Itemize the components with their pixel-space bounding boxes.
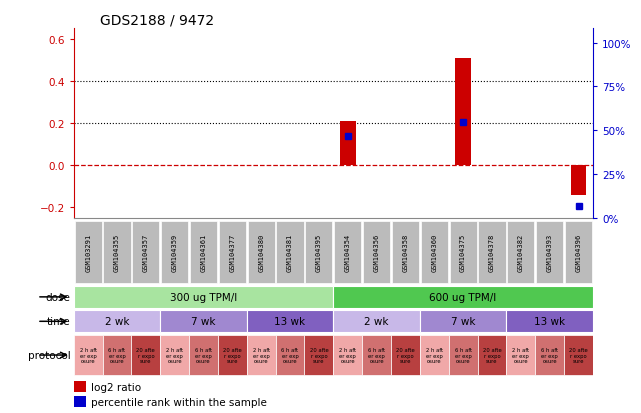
- Bar: [74, 286, 333, 308]
- Bar: [247, 222, 275, 283]
- Text: 2 h aft
er exp
osure: 2 h aft er exp osure: [426, 347, 443, 363]
- Text: GSM104357: GSM104357: [143, 233, 149, 272]
- Text: GSM104378: GSM104378: [489, 233, 495, 272]
- Text: GSM104361: GSM104361: [201, 233, 206, 272]
- Text: GSM104396: GSM104396: [576, 233, 581, 272]
- Text: 20 afte
r expo
sure: 20 afte r expo sure: [310, 347, 328, 363]
- Text: GSM104360: GSM104360: [431, 233, 437, 272]
- Text: 13 wk: 13 wk: [534, 316, 565, 327]
- Bar: [478, 222, 506, 283]
- Text: GSM104395: GSM104395: [316, 233, 322, 272]
- Bar: [478, 335, 506, 375]
- Text: 2 h aft
er exp
osure: 2 h aft er exp osure: [166, 347, 183, 363]
- Text: GSM104375: GSM104375: [460, 233, 466, 272]
- Text: 20 afte
r expo
sure: 20 afte r expo sure: [137, 347, 155, 363]
- Bar: [276, 335, 304, 375]
- Text: 2 h aft
er exp
osure: 2 h aft er exp osure: [512, 347, 529, 363]
- Text: GSM104393: GSM104393: [547, 233, 553, 272]
- Bar: [565, 222, 592, 283]
- Text: 2 h aft
er exp
osure: 2 h aft er exp osure: [339, 347, 356, 363]
- Text: percentile rank within the sample: percentile rank within the sample: [91, 397, 267, 407]
- Bar: [304, 335, 333, 375]
- Bar: [420, 222, 448, 283]
- Bar: [218, 335, 247, 375]
- Text: 6 h aft
er exp
osure: 6 h aft er exp osure: [368, 347, 385, 363]
- Bar: [74, 381, 86, 392]
- Text: 2 wk: 2 wk: [364, 316, 389, 327]
- Text: log2 ratio: log2 ratio: [91, 382, 141, 392]
- Bar: [305, 222, 333, 283]
- Bar: [340, 121, 356, 166]
- Bar: [570, 166, 587, 195]
- Bar: [420, 311, 506, 332]
- Text: 20 afte
r expo
sure: 20 afte r expo sure: [396, 347, 415, 363]
- Text: 20 afte
r expo
sure: 20 afte r expo sure: [223, 347, 242, 363]
- Text: 300 ug TPM/l: 300 ug TPM/l: [170, 292, 237, 302]
- Text: 2 wk: 2 wk: [104, 316, 129, 327]
- Bar: [420, 335, 449, 375]
- Text: time: time: [47, 316, 71, 327]
- Text: GSM103291: GSM103291: [85, 233, 91, 272]
- Bar: [455, 58, 471, 166]
- Bar: [160, 311, 247, 332]
- Text: GSM104380: GSM104380: [258, 233, 264, 272]
- Bar: [391, 335, 420, 375]
- Bar: [131, 335, 160, 375]
- Text: GSM104355: GSM104355: [114, 233, 120, 272]
- Bar: [161, 222, 188, 283]
- Bar: [535, 335, 564, 375]
- Bar: [333, 311, 420, 332]
- Bar: [363, 222, 390, 283]
- Bar: [247, 335, 276, 375]
- Bar: [333, 286, 593, 308]
- Text: 6 h aft
er exp
osure: 6 h aft er exp osure: [541, 347, 558, 363]
- Bar: [392, 222, 419, 283]
- Text: GSM104354: GSM104354: [345, 233, 351, 272]
- Bar: [74, 311, 160, 332]
- Bar: [190, 222, 217, 283]
- Bar: [160, 335, 189, 375]
- Text: 2 h aft
er exp
osure: 2 h aft er exp osure: [253, 347, 270, 363]
- Bar: [276, 222, 304, 283]
- Bar: [449, 222, 477, 283]
- Bar: [506, 311, 593, 332]
- Bar: [103, 335, 131, 375]
- Bar: [74, 335, 103, 375]
- Bar: [132, 222, 160, 283]
- Text: 6 h aft
er exp
osure: 6 h aft er exp osure: [454, 347, 472, 363]
- Text: 13 wk: 13 wk: [274, 316, 306, 327]
- Text: 6 h aft
er exp
osure: 6 h aft er exp osure: [108, 347, 126, 363]
- Text: 600 ug TPM/l: 600 ug TPM/l: [429, 292, 497, 302]
- Text: 7 wk: 7 wk: [191, 316, 216, 327]
- Bar: [362, 335, 391, 375]
- Bar: [334, 222, 362, 283]
- Text: GSM104359: GSM104359: [172, 233, 178, 272]
- Text: dose: dose: [46, 292, 71, 302]
- Bar: [219, 222, 246, 283]
- Text: protocol: protocol: [28, 350, 71, 360]
- Bar: [506, 335, 535, 375]
- Bar: [74, 222, 102, 283]
- Bar: [247, 311, 333, 332]
- Text: 20 afte
r expo
sure: 20 afte r expo sure: [483, 347, 501, 363]
- Text: GSM104358: GSM104358: [403, 233, 408, 272]
- Bar: [564, 335, 593, 375]
- Text: GSM104381: GSM104381: [287, 233, 293, 272]
- Bar: [536, 222, 563, 283]
- Text: 7 wk: 7 wk: [451, 316, 476, 327]
- Text: GDS2188 / 9472: GDS2188 / 9472: [100, 14, 214, 28]
- Bar: [507, 222, 535, 283]
- Bar: [333, 335, 362, 375]
- Bar: [74, 396, 86, 407]
- Text: 6 h aft
er exp
osure: 6 h aft er exp osure: [281, 347, 299, 363]
- Text: GSM104356: GSM104356: [374, 233, 379, 272]
- Text: 20 afte
r expo
sure: 20 afte r expo sure: [569, 347, 588, 363]
- Bar: [189, 335, 218, 375]
- Text: GSM104382: GSM104382: [518, 233, 524, 272]
- Bar: [449, 335, 478, 375]
- Text: 2 h aft
er exp
osure: 2 h aft er exp osure: [79, 347, 97, 363]
- Text: 6 h aft
er exp
osure: 6 h aft er exp osure: [195, 347, 212, 363]
- Bar: [103, 222, 131, 283]
- Text: GSM104377: GSM104377: [229, 233, 235, 272]
